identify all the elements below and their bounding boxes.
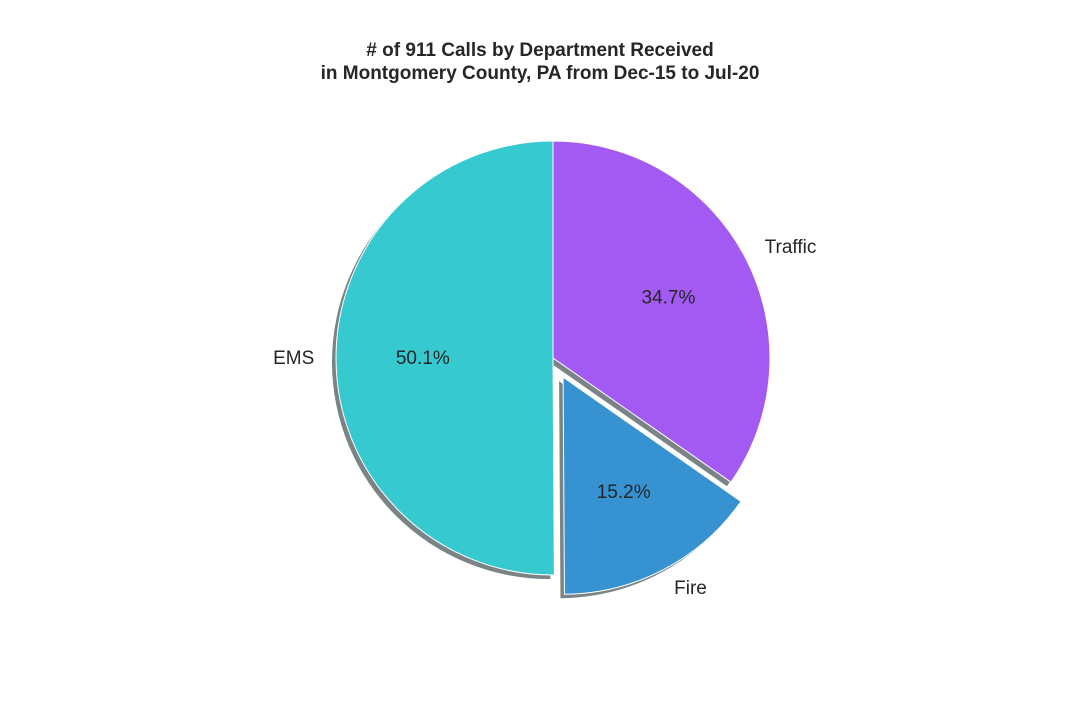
pct-label-fire: 15.2% — [597, 482, 651, 503]
category-label-traffic: Traffic — [765, 237, 817, 258]
pct-label-ems: 50.1% — [396, 348, 450, 369]
slices — [335, 140, 771, 595]
slice-ems — [335, 140, 555, 576]
chart-title-line-2: in Montgomery County, PA from Dec-15 to … — [320, 63, 760, 84]
slice-fire — [562, 376, 742, 595]
slice-labels: 34.7% Traffic 15.2% Fire 50.1% EMS — [273, 237, 816, 599]
slice-traffic — [552, 140, 771, 483]
category-label-fire: Fire — [674, 578, 707, 599]
category-label-ems: EMS — [273, 348, 314, 369]
pct-label-traffic: 34.7% — [642, 287, 696, 308]
chart-title-line-1: # of 911 Calls by Department Received — [366, 40, 714, 61]
